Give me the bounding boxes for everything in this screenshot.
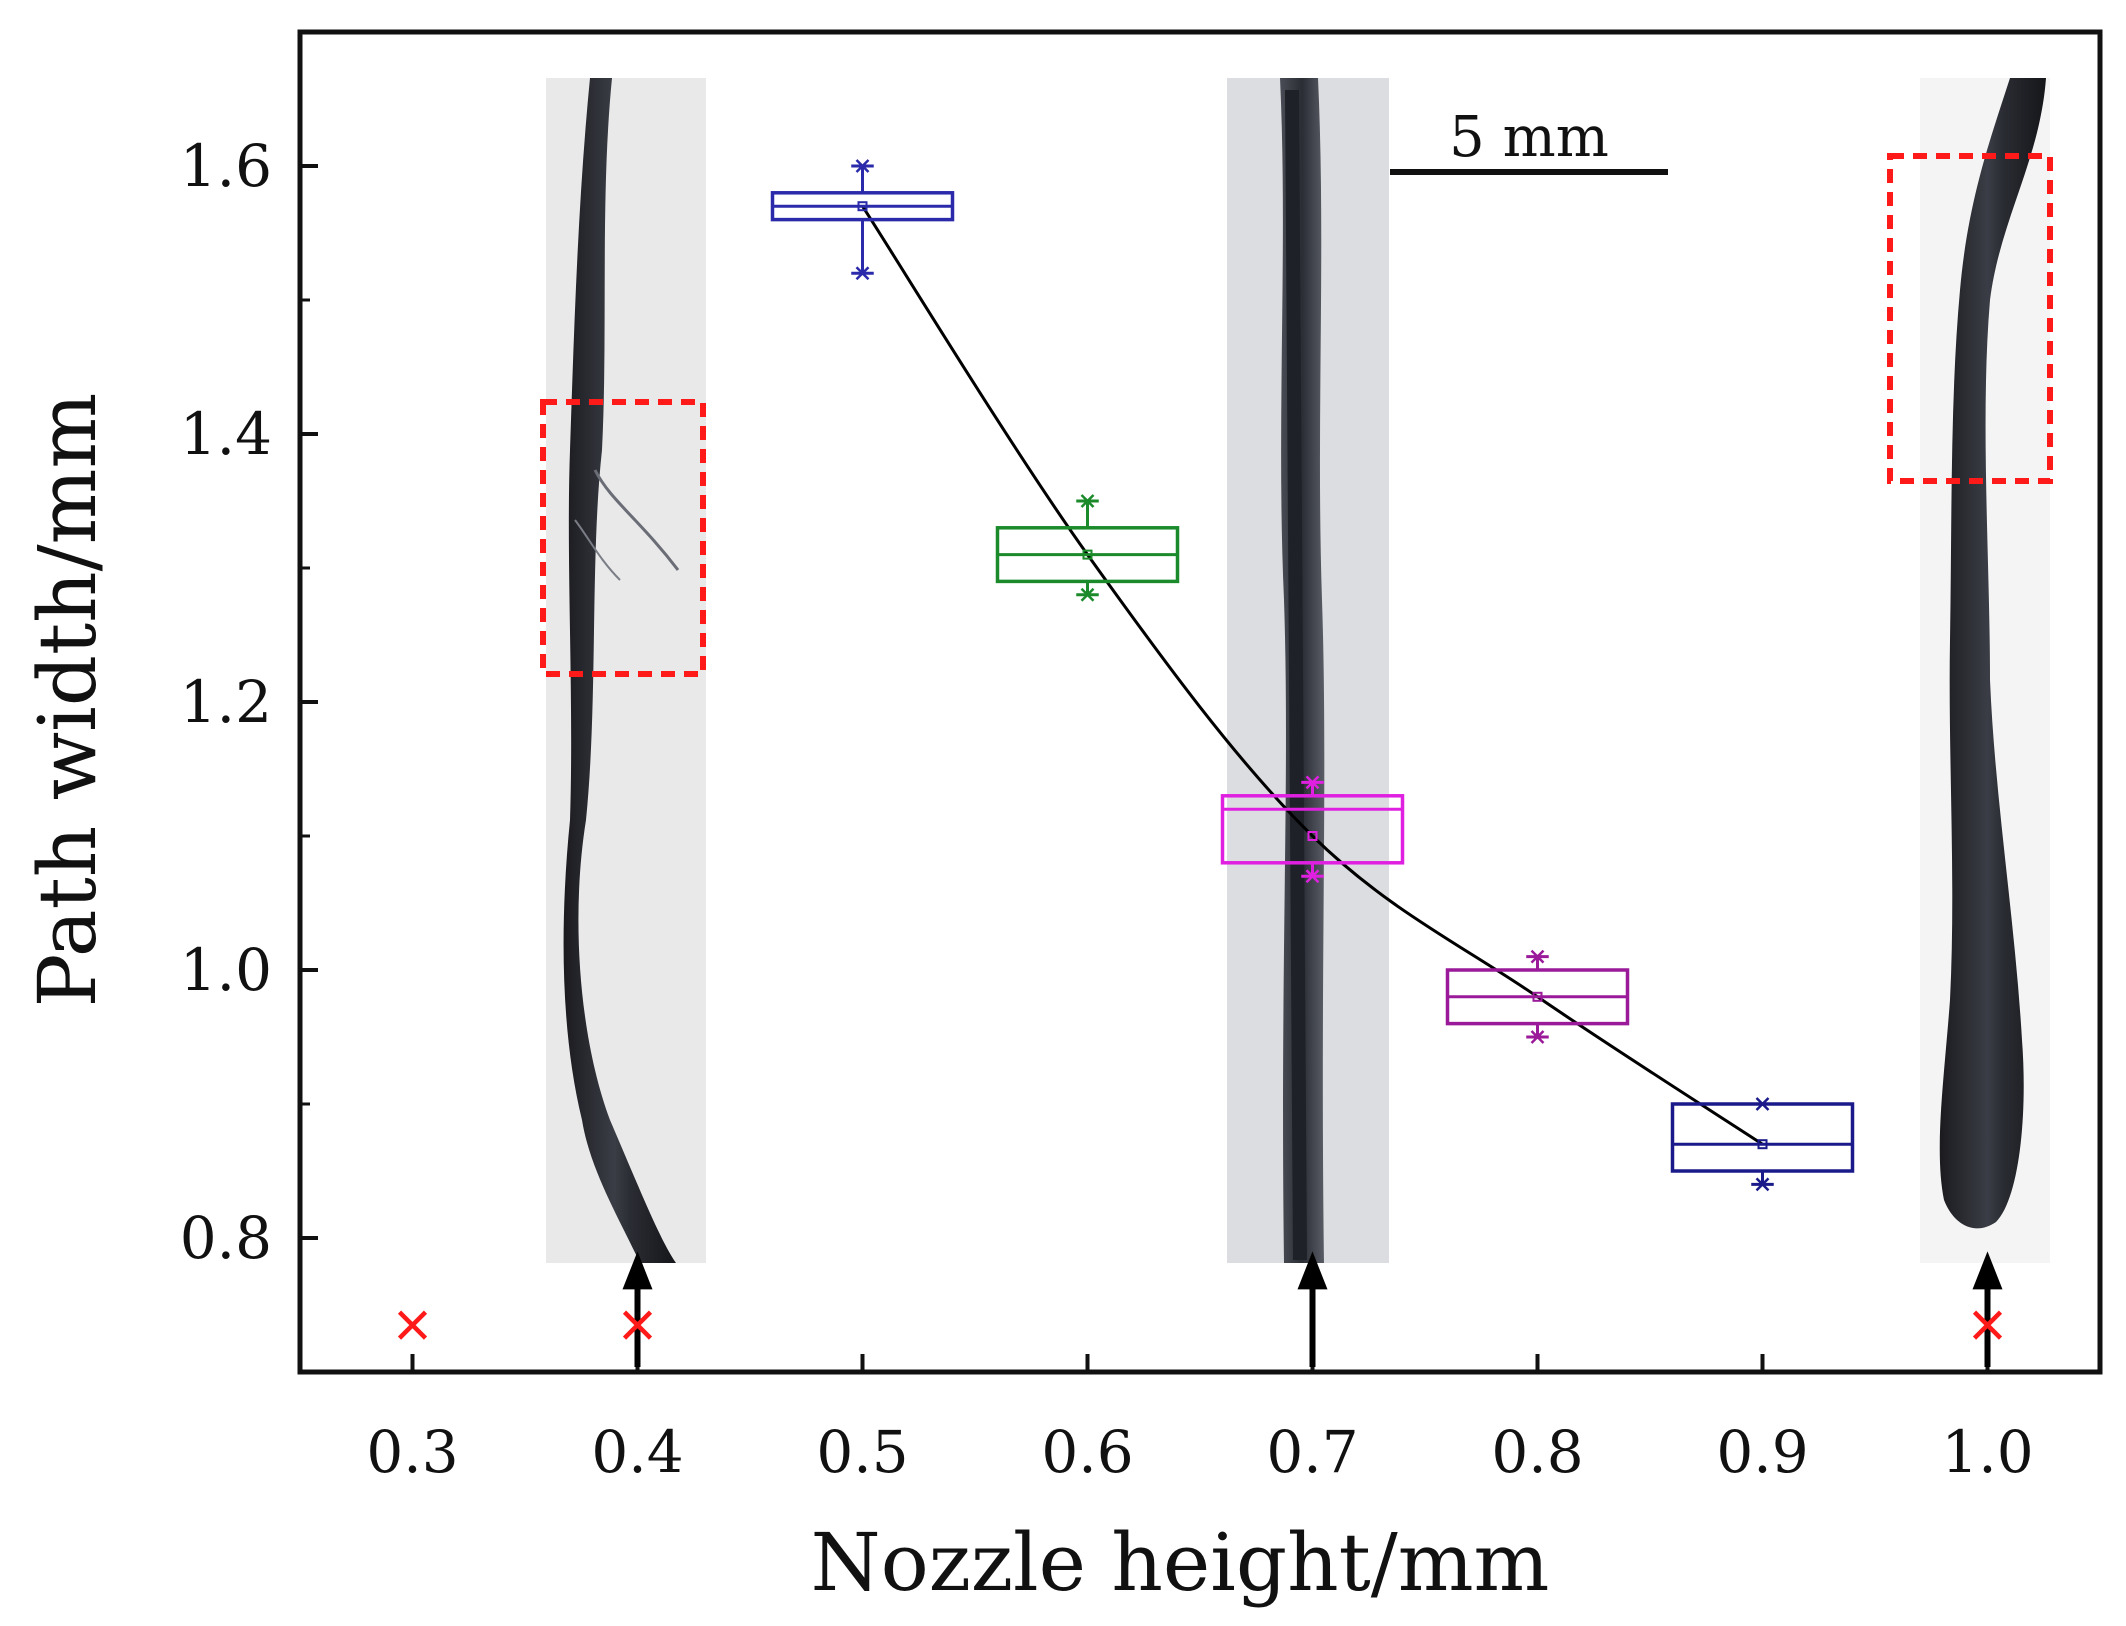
box-0.5 — [770, 159, 955, 281]
x-tick-label: 0.4 — [591, 1418, 683, 1486]
path-photographs — [540, 78, 2053, 1263]
x-tick-label: 0.5 — [816, 1418, 908, 1486]
y-tick-label: 1.4 — [180, 400, 272, 468]
failed-marker — [397, 1310, 428, 1340]
x-tick-label: 0.8 — [1491, 1418, 1583, 1486]
photo-arrow-head — [1297, 1251, 1328, 1290]
photo-arrow-head — [622, 1251, 653, 1290]
box-outlier-min — [1755, 1177, 1770, 1192]
x-tick-label: 0.7 — [1266, 1418, 1358, 1486]
axis-ticks: 0.3 0.4 0.5 0.6 0.7 0.8 0.9 1.0 0.8 1.0 1.2 1.4 1.6 — [180, 30, 2034, 1486]
box-outlier-max — [1530, 949, 1545, 964]
photo-arrow-head — [1972, 1251, 2003, 1290]
highlight-box-0.4 — [540, 399, 706, 677]
box-body — [1670, 1102, 1855, 1173]
highlight-box-1.0 — [1887, 153, 2053, 484]
x-tick-label: 0.3 — [366, 1418, 458, 1486]
box-mean — [857, 201, 868, 212]
y-tick-label: 0.8 — [180, 1204, 272, 1272]
box-outlier-max — [1755, 1097, 1770, 1111]
box-0.7 — [1220, 775, 1405, 884]
box-0.6 — [995, 494, 1180, 602]
trend-line-layer — [861, 205, 1764, 1146]
y-tick-label: 1.0 — [180, 936, 272, 1004]
box-0.9 — [1670, 1097, 1855, 1192]
y-tick-label: 1.6 — [180, 132, 272, 200]
box-mean — [1757, 1139, 1768, 1150]
marker-layer — [397, 1251, 2003, 1367]
box-mean — [1082, 549, 1093, 560]
box-mean — [1307, 831, 1318, 841]
box-outlier-max — [1305, 775, 1320, 790]
box-mean — [1532, 991, 1543, 1002]
x-tick-label: 0.6 — [1041, 1418, 1133, 1486]
path-photo-0.4 — [546, 78, 706, 1263]
box-outlier-min — [1305, 869, 1320, 884]
path-photo-1.0 — [1920, 78, 2050, 1263]
box-outlier-min — [855, 266, 870, 281]
trend-line — [861, 205, 1764, 1146]
box-outlier-max — [1080, 494, 1095, 508]
failed-marker — [1972, 1310, 2003, 1340]
y-axis-title: Path width/mm — [21, 393, 114, 1008]
scale-bar-label: 5 mm — [1449, 105, 1609, 170]
path-photo-0.7 — [1227, 78, 1389, 1263]
box-layer — [770, 159, 1855, 1192]
box-0.8 — [1445, 949, 1630, 1044]
x-tick-label: 0.9 — [1716, 1418, 1808, 1486]
failed-marker — [622, 1310, 653, 1340]
y-tick-label: 1.2 — [180, 668, 272, 736]
scale-bar: 5 mm — [1390, 105, 1668, 175]
x-axis-title: Nozzle height/mm — [811, 1516, 1550, 1609]
box-outlier-max — [855, 159, 870, 173]
box-outlier-min — [1530, 1030, 1545, 1044]
x-tick-label: 1.0 — [1941, 1418, 2033, 1486]
box-body — [1220, 794, 1405, 865]
box-outlier-min — [1080, 587, 1095, 602]
